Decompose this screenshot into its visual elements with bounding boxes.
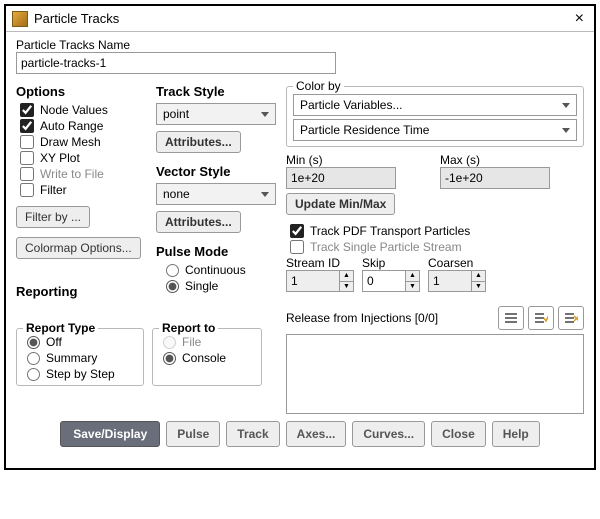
max-label: Max (s) [440,153,584,167]
color-by-variable-select[interactable]: Particle Residence Time [293,119,577,141]
close-button[interactable]: Close [431,421,486,447]
report-type-option-label: Summary [46,351,97,365]
report-to-file-radio[interactable] [163,336,176,349]
app-icon [12,11,28,27]
colormap-options-button[interactable]: Colormap Options... [16,237,141,259]
report-type-option-label: Step by Step [46,367,115,381]
particle-tracks-name-input[interactable] [16,52,336,74]
track-pdf-checkbox[interactable] [290,224,304,238]
deselect-icon[interactable] [558,306,584,330]
option-write-to-file-checkbox[interactable] [20,167,34,181]
option-label: Auto Range [40,119,103,133]
report-type-option-label: Off [46,335,62,349]
report-to-option-label: File [182,335,201,349]
footer-bar: Save/Display Pulse Track Axes... Curves.… [16,410,584,460]
pulse-option-label: Single [185,279,218,293]
particle-tracks-window: Particle Tracks × Particle Tracks Name O… [4,4,596,470]
max-input[interactable] [440,167,550,189]
color-by-group: Color by Particle Variables... Particle … [286,86,584,147]
skip-input[interactable] [362,270,406,292]
option-node-values-checkbox[interactable] [20,103,34,117]
stream-id-spinner[interactable]: ▲▼ [340,270,354,292]
vector-style-header: Vector Style [156,164,276,179]
min-input[interactable] [286,167,396,189]
option-draw-mesh-checkbox[interactable] [20,135,34,149]
axes-button[interactable]: Axes... [286,421,347,447]
save-display-button[interactable]: Save/Display [60,421,160,447]
pulse-option-label: Continuous [185,263,246,277]
vector-style-select[interactable]: none [156,183,276,205]
pulse-continuous-radio[interactable] [166,264,179,277]
pulse-mode-header: Pulse Mode [156,244,276,259]
report-to-group: Report to FileConsole [152,328,262,386]
stream-id-label: Stream ID [286,256,354,270]
vector-style-attributes-button[interactable]: Attributes... [156,211,241,233]
track-pdf-label: Track PDF Transport Particles [310,224,470,238]
option-auto-range-checkbox[interactable] [20,119,34,133]
report-type-label: Report Type [23,321,98,335]
report-to-label: Report to [159,321,218,335]
window-title: Particle Tracks [34,11,119,26]
min-label: Min (s) [286,153,430,167]
release-label: Release from Injections [0/0] [286,311,438,325]
pulse-button[interactable]: Pulse [166,421,220,447]
close-icon[interactable]: × [571,10,588,28]
track-style-select[interactable]: point [156,103,276,125]
curves-button[interactable]: Curves... [352,421,425,447]
update-minmax-button[interactable]: Update Min/Max [286,193,395,215]
select-checked-icon[interactable] [528,306,554,330]
pulse-single-radio[interactable] [166,280,179,293]
report-type-step-by-step-radio[interactable] [27,368,40,381]
track-button[interactable]: Track [226,421,279,447]
track-single-label: Track Single Particle Stream [310,240,462,254]
stream-id-input[interactable] [286,270,340,292]
report-type-off-radio[interactable] [27,336,40,349]
option-filter-checkbox[interactable] [20,183,34,197]
filter-by-button[interactable]: Filter by ... [16,206,90,228]
option-label: XY Plot [40,151,80,165]
track-style-header: Track Style [156,84,276,99]
report-to-option-label: Console [182,351,226,365]
coarsen-spinner[interactable]: ▲▼ [472,270,486,292]
option-label: Draw Mesh [40,135,101,149]
track-single-checkbox[interactable] [290,240,304,254]
color-by-label: Color by [293,79,344,93]
report-type-summary-radio[interactable] [27,352,40,365]
coarsen-input[interactable] [428,270,472,292]
option-label: Node Values [40,103,108,117]
release-injections-list[interactable] [286,334,584,414]
option-xy-plot-checkbox[interactable] [20,151,34,165]
help-button[interactable]: Help [492,421,540,447]
coarsen-label: Coarsen [428,256,486,270]
title-bar: Particle Tracks × [6,6,594,32]
option-label: Filter [40,183,67,197]
name-label: Particle Tracks Name [16,38,584,52]
color-by-category-select[interactable]: Particle Variables... [293,94,577,116]
skip-spinner[interactable]: ▲▼ [406,270,420,292]
report-type-group: Report Type OffSummaryStep by Step [16,328,144,386]
reporting-header: Reporting [16,284,156,299]
skip-label: Skip [362,256,420,270]
option-label: Write to File [40,167,104,181]
track-style-attributes-button[interactable]: Attributes... [156,131,241,153]
select-all-icon[interactable] [498,306,524,330]
report-to-console-radio[interactable] [163,352,176,365]
options-header: Options [16,84,156,99]
